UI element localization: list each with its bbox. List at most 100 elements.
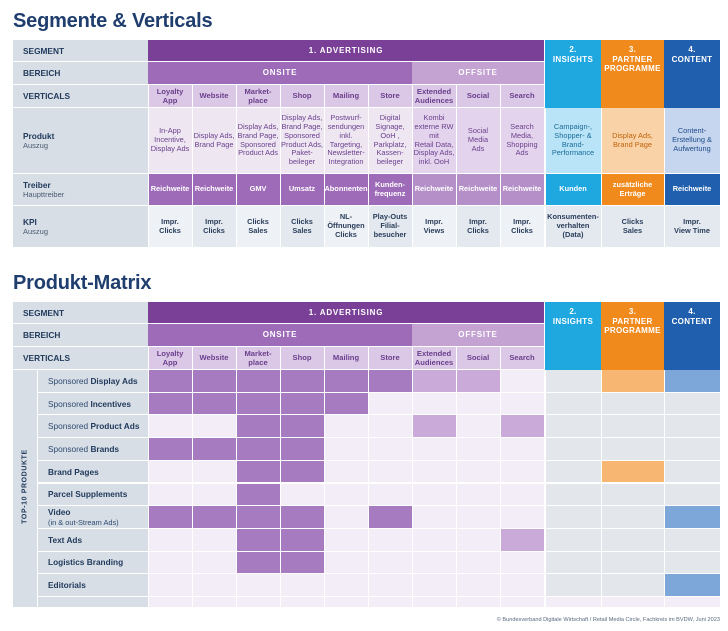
row-label-produkt-sub: Auszug <box>23 141 49 150</box>
matrix-cell-2-1 <box>192 415 236 438</box>
treiber-cell-5: Kunden- frequenz <box>368 174 412 205</box>
matrix-filler-0 <box>148 597 192 607</box>
matrix-cell-5-8 <box>500 483 544 506</box>
matrix-cell-8-2 <box>236 551 280 574</box>
matrix-cell-5-5 <box>368 483 412 506</box>
treiber-cell-11: Reichweite <box>664 174 720 205</box>
kpi-cell-6: Impr. Views <box>412 206 456 247</box>
matrix-cell-6-7 <box>456 506 500 528</box>
vertical-1: Website <box>192 85 236 107</box>
produkt-cell-3: Display Ads, Brand Page, Sponsored Produ… <box>280 108 324 173</box>
matrix-cell-0-8 <box>500 370 544 392</box>
matrix-cell-5-6 <box>412 483 456 506</box>
kpi-cell-1: Impr. Clicks <box>192 206 236 247</box>
matrix-cell-4-7 <box>456 460 500 483</box>
vertical-2: Market- place <box>236 347 280 369</box>
vertical-4: Mailing <box>324 85 368 107</box>
matrix-cell-4-6 <box>412 460 456 483</box>
matrix-cell-7-10 <box>601 528 664 551</box>
matrix-filler-10 <box>601 597 664 607</box>
matrix-cell-3-8 <box>500 438 544 460</box>
matrix-cell-3-9 <box>545 438 601 460</box>
matrix-cell-9-9 <box>545 574 601 596</box>
treiber-cell-1: Reichweite <box>192 174 236 205</box>
product-label-0: Sponsored Display Ads <box>38 370 148 392</box>
matrix-cell-3-1 <box>192 438 236 460</box>
kpi-cell-4: NL- Öffnungen Clicks <box>324 206 368 247</box>
matrix-cell-9-5 <box>368 574 412 596</box>
matrix-cell-0-0 <box>148 370 192 392</box>
bereich-offsite: OFFSITE <box>412 62 544 84</box>
matrix-cell-3-2 <box>236 438 280 460</box>
product-label-3: Sponsored Brands <box>38 438 148 460</box>
product-label-text: Text Ads <box>48 535 82 545</box>
produkt-cell-9: Campaign-, Shopper- & Brand- Performance <box>545 108 601 173</box>
matrix-filler-2 <box>236 597 280 607</box>
matrix-cell-6-6 <box>412 506 456 528</box>
row-label-segment: SEGMENT <box>13 40 148 61</box>
row-label-treiber-text: Treiber <box>23 180 51 190</box>
product-label-text: Parcel Supplements <box>48 489 127 499</box>
matrix-cell-9-3 <box>280 574 324 596</box>
product-name: Editorials <box>48 580 86 591</box>
matrix-cell-0-10 <box>601 370 664 392</box>
matrix-filler-8 <box>500 597 544 607</box>
vertical-5: Store <box>368 85 412 107</box>
matrix-cell-7-7 <box>456 528 500 551</box>
product-label-text: Sponsored Product Ads <box>48 421 139 431</box>
matrix-cell-4-5 <box>368 460 412 483</box>
segment-insights: 2. INSIGHTS <box>545 302 601 370</box>
matrix-cell-3-0 <box>148 438 192 460</box>
matrix-cell-1-6 <box>412 392 456 415</box>
matrix-cell-7-11 <box>664 528 720 551</box>
matrix-cell-1-1 <box>192 392 236 415</box>
matrix-cell-2-4 <box>324 415 368 438</box>
matrix-cell-8-8 <box>500 551 544 574</box>
row-label-kpi: KPI Auszug <box>13 206 148 247</box>
matrix-cell-0-9 <box>545 370 601 392</box>
bereich-offsite: OFFSITE <box>412 324 544 346</box>
title-produkt-matrix: Produkt-Matrix <box>13 272 152 294</box>
row-label-kpi-sub: Auszug <box>23 227 49 236</box>
bereich-onsite: ONSITE <box>148 62 412 84</box>
matrix-cell-0-11 <box>664 370 720 392</box>
matrix-cell-2-0 <box>148 415 192 438</box>
matrix-cell-0-5 <box>368 370 412 392</box>
produkt-cell-10: Display Ads, Brand Page <box>601 108 664 173</box>
matrix-cell-3-6 <box>412 438 456 460</box>
treiber-cell-3: Umsatz <box>280 174 324 205</box>
matrix-cell-6-2 <box>236 506 280 528</box>
matrix-cell-0-1 <box>192 370 236 392</box>
matrix-cell-5-10 <box>601 483 664 506</box>
product-name: Text Ads <box>48 534 83 545</box>
matrix-cell-9-4 <box>324 574 368 596</box>
vertical-5: Store <box>368 347 412 369</box>
product-label-text: Sponsored Incentives <box>48 399 131 409</box>
vertical-6: Extended Audiences <box>412 85 456 107</box>
matrix-cell-5-1 <box>192 483 236 506</box>
bereich-onsite: ONSITE <box>148 324 412 346</box>
kpi-cell-9: Konsumenten- verhalten (Data) <box>545 206 601 247</box>
product-name: Product Ads <box>90 421 140 432</box>
matrix-cell-1-11 <box>664 392 720 415</box>
matrix-filler-4 <box>324 597 368 607</box>
product-label-text: Sponsored Display Ads <box>48 376 138 386</box>
vertical-3: Shop <box>280 85 324 107</box>
product-label-2: Sponsored Product Ads <box>38 415 148 438</box>
matrix-cell-5-3 <box>280 483 324 506</box>
matrix-cell-9-0 <box>148 574 192 596</box>
top10-label: TOP-10 PRODUKTE <box>21 448 29 524</box>
matrix-cell-3-3 <box>280 438 324 460</box>
title-segmente: Segmente & Verticals <box>13 10 213 32</box>
matrix-cell-1-3 <box>280 392 324 415</box>
vertical-8: Search <box>500 85 544 107</box>
matrix-cell-4-11 <box>664 460 720 483</box>
matrix-cell-3-4 <box>324 438 368 460</box>
product-name: Incentives <box>90 398 132 409</box>
kpi-cell-0: Impr. Clicks <box>148 206 192 247</box>
row-label-verticals: VERTICALS <box>13 85 148 107</box>
matrix-cell-2-11 <box>664 415 720 438</box>
treiber-cell-9: Kunden <box>545 174 601 205</box>
matrix-cell-6-10 <box>601 506 664 528</box>
produkt-cell-7: Social Media Ads <box>456 108 500 173</box>
